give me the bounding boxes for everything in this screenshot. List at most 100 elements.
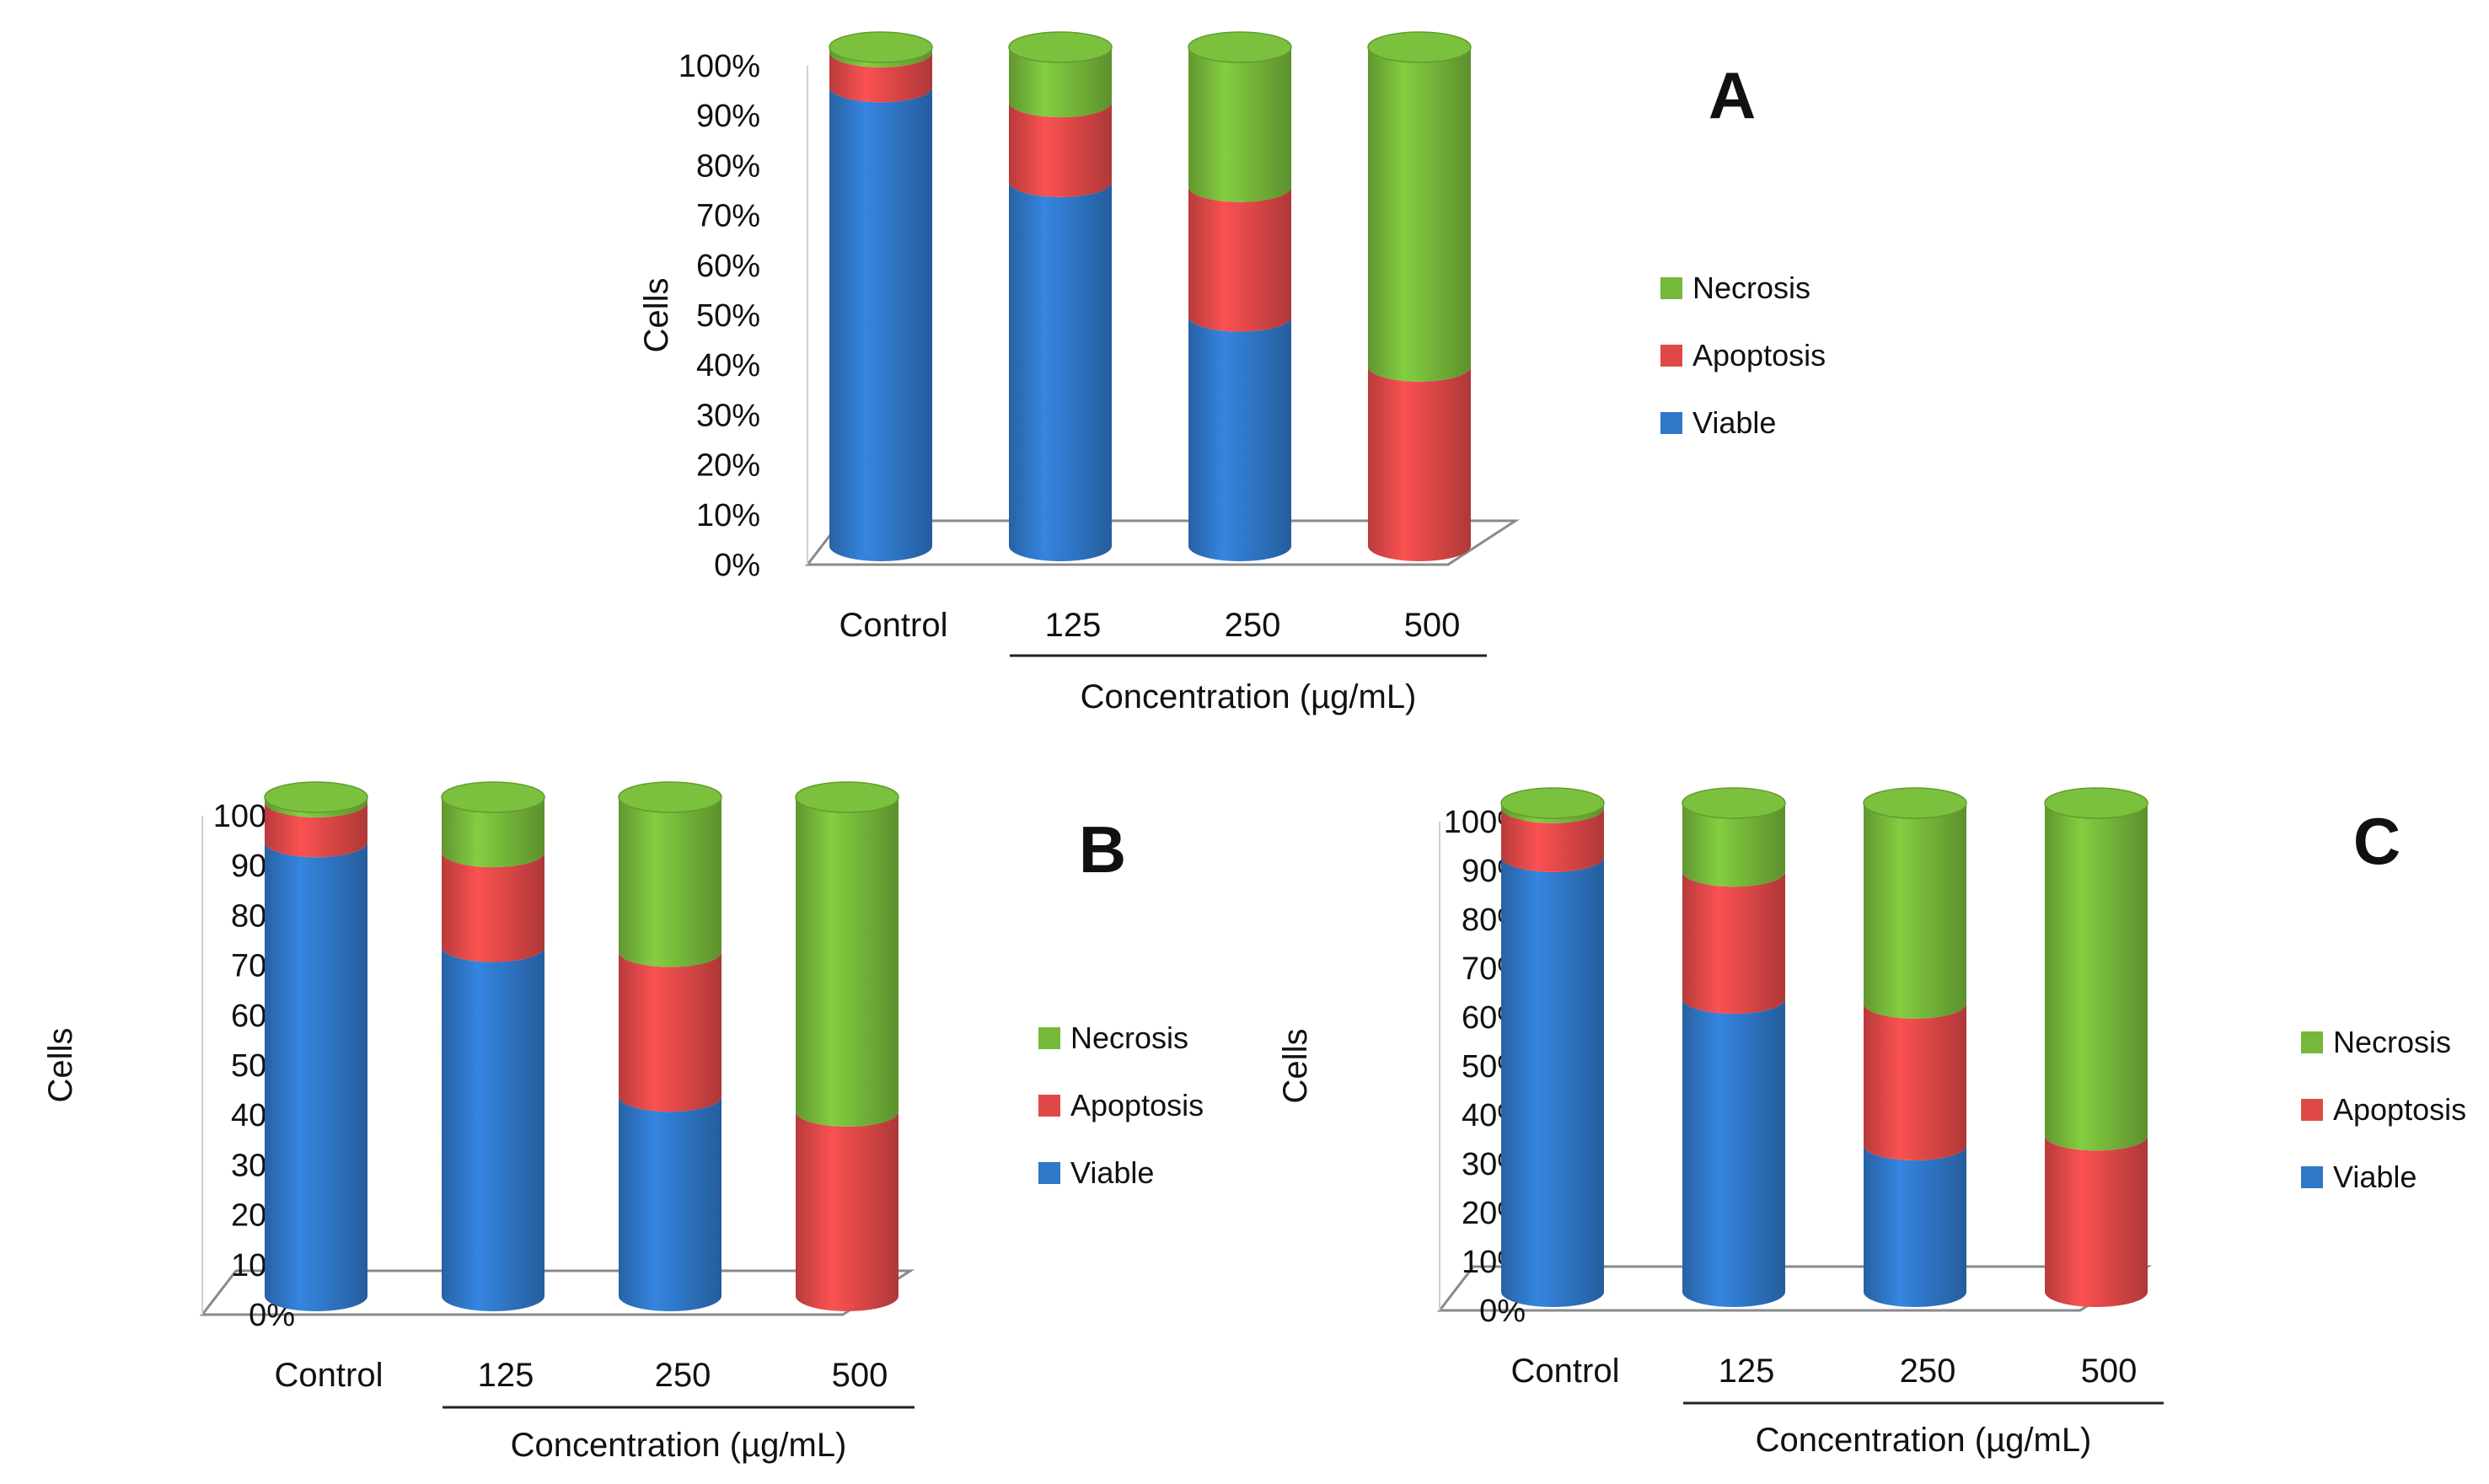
bar-segment-apoptosis [1501,807,1604,872]
x-axis-title: Concentration (µg/mL) [1081,678,1417,715]
y-tick-label: 50% [696,298,760,334]
legend-swatch-necrosis [2301,1031,2323,1053]
bar-segment-necrosis [1501,803,1604,823]
bar-segment-necrosis [1682,803,1785,887]
bar-cap-necrosis [1682,787,1786,819]
legend: Necrosis Apoptosis Viable [1660,271,1826,440]
panel-label: C [2353,804,2400,878]
bar-segment-necrosis [619,797,721,967]
bar-cap-necrosis [829,31,933,63]
y-tick-label: 100% [679,49,760,84]
legend-swatch-viable [1660,412,1682,434]
bar-segment-apoptosis [1368,366,1471,561]
legend-label-apoptosis: Apoptosis [1070,1088,1204,1122]
legend-label-apoptosis: Apoptosis [1692,338,1826,372]
bar-segment-necrosis [1368,47,1471,382]
bar-cap-necrosis [441,781,545,813]
bar-stack [1188,31,1292,561]
legend: Necrosis Apoptosis Viable [2301,1025,2466,1194]
bar-segment-viable [1501,856,1604,1307]
bar-cap-necrosis [618,781,722,813]
legend-label-viable: Viable [2333,1160,2417,1194]
bar-segment-apoptosis [1682,871,1785,1014]
legend: Necrosis Apoptosis Viable [1038,1021,1204,1190]
bar-cap-necrosis [1008,31,1113,63]
bar-segment-apoptosis [619,951,721,1112]
x-category-label: 250 [1225,607,1281,644]
bar-segment-apoptosis [1188,186,1291,332]
y-tick-label: 80% [696,148,760,184]
bar-stack [1500,787,1605,1307]
y-tick-label: 20% [696,448,760,484]
bar-stack [1682,787,1786,1307]
bar-segment-viable [619,1096,721,1311]
legend-label-apoptosis: Apoptosis [2333,1092,2466,1127]
y-tick-label: 90% [696,99,760,134]
bar-segment-apoptosis [442,852,544,962]
bar-segment-necrosis [1009,47,1112,118]
legend-label-necrosis: Necrosis [2333,1025,2451,1059]
bar-cap-necrosis [264,781,368,813]
y-axis-title: Cells [42,1028,79,1103]
bar-segment-viable [1864,1145,1966,1307]
bar-stack [829,31,933,562]
x-category-label: 500 [1404,607,1461,644]
bar-segment-necrosis [265,797,367,817]
bar-segment-viable [1188,316,1291,561]
x-axis-title: Concentration (µg/mL) [511,1427,847,1464]
bar-segment-viable [265,842,367,1311]
legend-swatch-apoptosis [1660,345,1682,367]
bar-segment-necrosis [2045,803,2148,1151]
bar-cap-necrosis [1863,787,1967,819]
bar-segment-apoptosis [2045,1135,2148,1307]
bar-segment-viable [1009,181,1112,561]
x-category-label: 500 [2081,1353,2138,1390]
legend-swatch-viable [1038,1162,1060,1184]
bar-segment-necrosis [829,47,932,67]
bar-stack [264,781,368,1311]
x-category-label: 250 [1900,1353,1956,1390]
x-category-label: Control [275,1357,384,1394]
bar-stack [795,781,899,1311]
panel-label: B [1079,812,1126,887]
x-category-label: 250 [655,1357,711,1394]
bar-segment-apoptosis [1009,102,1112,197]
bar-cap-necrosis [795,781,899,813]
bar-segment-viable [829,87,932,562]
bar-segment-necrosis [1864,803,1966,1019]
x-category-label: 125 [1719,1353,1775,1390]
chart-panel-b: 0%10%20%30%40%50%60%70%80%90%100%CellsCo… [42,781,1204,1464]
y-tick-label: 40% [696,348,760,383]
legend-swatch-viable [2301,1166,2323,1188]
y-tick-label: 70% [696,199,760,234]
bar-cap-necrosis [2044,787,2148,819]
x-category-label: Control [1511,1353,1620,1390]
bar-segment-apoptosis [829,51,932,103]
legend-swatch-necrosis [1038,1027,1060,1049]
x-category-label: 125 [478,1357,534,1394]
x-category-label: 500 [832,1357,888,1394]
y-axis-title: Cells [1277,1029,1314,1104]
x-axis-title: Concentration (µg/mL) [1756,1422,2092,1459]
panel-label: A [1709,58,1756,132]
y-tick-label: 60% [696,249,760,284]
bar-segment-viable [442,946,544,1311]
bar-cap-necrosis [1500,787,1605,819]
bar-segment-necrosis [1188,47,1291,202]
bar-stack [1863,787,1967,1307]
y-axis-title: Cells [638,278,675,353]
chart-panel-a: 0% 10% 20% 30% 40% 50% 60% 70% 80% 90% 100% Cells Co… [638,31,1826,715]
bar-stack [618,781,722,1311]
bar-stack [2044,787,2148,1307]
bar-segment-necrosis [796,797,899,1127]
legend-swatch-apoptosis [1038,1095,1060,1117]
bar-segment-apoptosis [796,1111,899,1311]
bar-segment-apoptosis [1864,1003,1966,1160]
legend-label-necrosis: Necrosis [1070,1021,1188,1055]
x-category-label: Control [840,607,948,644]
x-category-label: 125 [1045,607,1102,644]
bar-cap-necrosis [1367,31,1472,63]
bar-stack [1367,31,1472,561]
legend-label-viable: Viable [1692,405,1776,440]
